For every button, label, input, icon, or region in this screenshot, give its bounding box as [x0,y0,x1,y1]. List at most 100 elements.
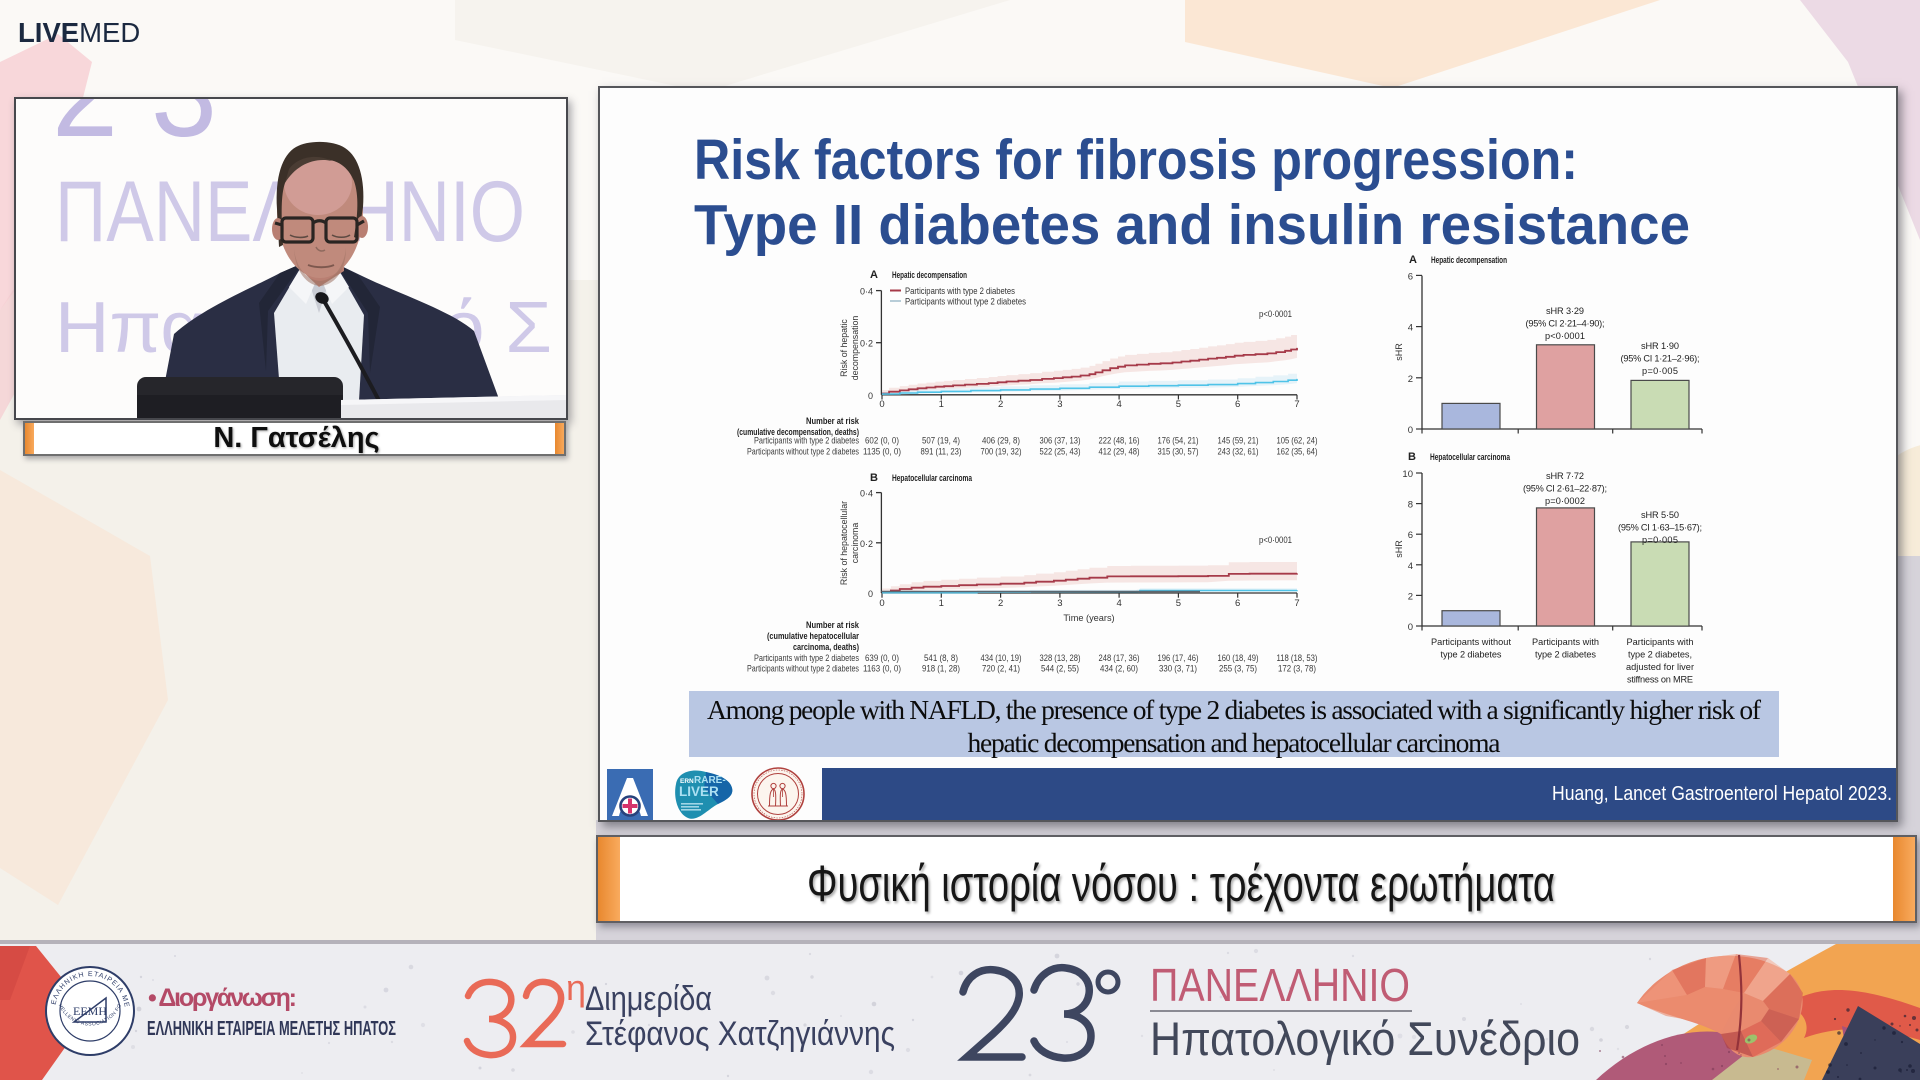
svg-text:carcinoma: carcinoma [850,523,860,564]
svg-text:2: 2 [998,399,1003,410]
svg-text:Participants with: Participants with [1532,637,1599,647]
svg-text:Participants with type 2 diabe: Participants with type 2 diabetes [754,436,859,446]
svg-text:stiffness on MRE: stiffness on MRE [1627,675,1693,685]
svg-text:105 (62, 24): 105 (62, 24) [1277,436,1318,446]
svg-text:315 (30, 57): 315 (30, 57) [1158,447,1199,457]
svg-text:Number at risk: Number at risk [806,416,860,426]
svg-text:Risk of hepatocellular: Risk of hepatocellular [839,501,849,585]
svg-text:3: 3 [1057,399,1062,410]
svg-text:507 (19, 4): 507 (19, 4) [922,436,960,446]
svg-text:Φυσική ιστορία νόσου : τρέχοντ: Φυσική ιστορία νόσου : τρέχοντα ερωτήματ… [807,855,1555,912]
svg-text:176 (54, 21): 176 (54, 21) [1158,436,1199,446]
svg-text:720 (2, 41): 720 (2, 41) [982,664,1020,674]
svg-text:sHR: sHR [1394,343,1404,361]
svg-text:decompensation: decompensation [850,316,860,381]
svg-text:330 (3, 71): 330 (3, 71) [1159,664,1197,674]
svg-text:0: 0 [879,598,884,609]
svg-text:Time (years): Time (years) [1063,613,1114,623]
svg-text:LIVER: LIVER [679,784,719,799]
svg-text:p<0·0001: p<0·0001 [1545,331,1585,341]
svg-text:Hepatic decompensation: Hepatic decompensation [1431,255,1507,265]
svg-text:243 (32, 61): 243 (32, 61) [1218,447,1259,457]
svg-text:0: 0 [1408,622,1413,633]
svg-text:255 (3, 75): 255 (3, 75) [1219,664,1257,674]
svg-text:522 (25, 43): 522 (25, 43) [1040,447,1081,457]
svg-text:p=0·005: p=0·005 [1642,535,1678,545]
svg-text:6: 6 [1408,530,1413,541]
svg-text:639 (0, 0): 639 (0, 0) [865,653,899,663]
svg-text:Hepatic decompensation: Hepatic decompensation [892,270,967,280]
svg-text:p<0·0001: p<0·0001 [1259,309,1292,319]
svg-text:2: 2 [1408,374,1413,385]
svg-text:A: A [870,269,878,281]
svg-text:ΕΛΛΗΝΙΚΗ ΕΤΑΙΡΕΙΑ ΜΕΛΕΤΗΣ ΗΠΑΤ: ΕΛΛΗΝΙΚΗ ΕΤΑΙΡΕΙΑ ΜΕΛΕΤΗΣ ΗΠΑΤΟΣ [147,1018,396,1040]
svg-text:10: 10 [1402,469,1413,480]
svg-text:1163 (0, 0): 1163 (0, 0) [863,664,901,674]
svg-text:ΠΑΝΕΛΛΗΝΙΟ: ΠΑΝΕΛΛΗΝΙΟ [1150,959,1410,1011]
svg-text:172 (3, 78): 172 (3, 78) [1278,664,1316,674]
svg-text:type 2 diabetes,: type 2 diabetes, [1628,650,1692,660]
svg-text:406 (29, 8): 406 (29, 8) [982,436,1020,446]
svg-text:412 (29, 48): 412 (29, 48) [1099,447,1140,457]
svg-text:Participants with type 2 diabe: Participants with type 2 diabetes [754,653,859,663]
svg-text:160 (18, 49): 160 (18, 49) [1218,653,1259,663]
svg-text:434 (2, 60): 434 (2, 60) [1100,664,1138,674]
svg-text:type 2 diabetes: type 2 diabetes [1535,650,1596,660]
svg-text:p=0·005: p=0·005 [1642,366,1678,376]
svg-text:(95% CI 1·21–2·96);: (95% CI 1·21–2·96); [1621,354,1700,364]
svg-text:Participants without type 2 di: Participants without type 2 diabetes [747,664,859,674]
svg-text:adjusted for liver: adjusted for liver [1626,662,1694,672]
svg-text:Participants with type 2 diabe: Participants with type 2 diabetes [905,286,1016,296]
svg-text:248 (17, 36): 248 (17, 36) [1099,653,1140,663]
svg-text:• Διοργάνωση:: • Διοργάνωση: [148,984,297,1012]
svg-text:Participants with: Participants with [1627,637,1694,647]
svg-text:0: 0 [879,399,884,410]
svg-text:700 (19, 32): 700 (19, 32) [981,447,1022,457]
svg-text:0: 0 [868,589,873,599]
svg-text:Ηπατολογικό Συνέδριο: Ηπατολογικό Συνέδριο [1150,1012,1580,1065]
svg-text:4: 4 [1116,399,1121,410]
svg-text:(cumulative decompensation, de: (cumulative decompensation, deaths) [737,427,859,437]
svg-text:(cumulative hepatocellular: (cumulative hepatocellular [767,631,859,641]
svg-text:1: 1 [939,399,944,410]
svg-text:p<0·0001: p<0·0001 [1259,535,1292,545]
svg-text:2: 2 [1408,591,1413,602]
svg-text:Στέφανος Χατζηγιάννης: Στέφανος Χατζηγιάννης [585,1015,895,1053]
svg-text:sHR 3·29: sHR 3·29 [1546,306,1584,316]
svg-text:1135 (0, 0): 1135 (0, 0) [863,447,901,457]
svg-text:hepatic decompensation and hep: hepatic decompensation and hepatocellula… [968,727,1501,758]
svg-text:306 (37, 13): 306 (37, 13) [1040,436,1081,446]
svg-text:5: 5 [1176,598,1181,609]
svg-text:196 (17, 46): 196 (17, 46) [1158,653,1199,663]
svg-text:0·4: 0·4 [860,287,873,297]
svg-text:4: 4 [1116,598,1121,609]
svg-text:4: 4 [1408,561,1413,572]
svg-text:sHR: sHR [1394,540,1404,558]
svg-text:118 (18, 53): 118 (18, 53) [1277,653,1318,663]
svg-text:0·2: 0·2 [860,539,873,549]
svg-text:541 (8, 8): 541 (8, 8) [924,653,958,663]
svg-text:Huang, Lancet Gastroenterol He: Huang, Lancet Gastroenterol Hepatol 2023… [1552,782,1892,805]
svg-text:(95% CI 1·63–15·67);: (95% CI 1·63–15·67); [1618,523,1702,533]
svg-text:Number at risk: Number at risk [806,620,860,630]
svg-text:η: η [566,967,586,1008]
svg-text:ΕΕΜΗ: ΕΕΜΗ [73,1004,107,1018]
svg-text:5: 5 [1176,399,1181,410]
svg-text:602 (0, 0): 602 (0, 0) [865,436,899,446]
svg-text:7: 7 [1294,598,1299,609]
svg-text:Risk of hepatic: Risk of hepatic [839,319,849,377]
svg-text:2 3: 2 3 [52,99,217,164]
svg-text:0: 0 [1408,425,1413,436]
svg-text:6: 6 [1235,598,1240,609]
svg-text:Hepatocellular carcinoma: Hepatocellular carcinoma [892,473,973,483]
svg-text:carcinoma, deaths): carcinoma, deaths) [793,642,859,652]
svg-text:145 (59, 21): 145 (59, 21) [1218,436,1259,446]
svg-text:A: A [1409,254,1417,266]
svg-text:7: 7 [1294,399,1299,410]
svg-text:918 (1, 28): 918 (1, 28) [922,664,960,674]
svg-text:(95% CI 2·61–22·87);: (95% CI 2·61–22·87); [1523,484,1607,494]
svg-text:891 (11, 23): 891 (11, 23) [921,447,962,457]
svg-text:Hepatocellular carcinoma: Hepatocellular carcinoma [1430,452,1511,462]
svg-text:Type II diabetes and insulin r: Type II diabetes and insulin resistance [694,193,1690,257]
svg-text:p=0·0002: p=0·0002 [1545,496,1585,506]
